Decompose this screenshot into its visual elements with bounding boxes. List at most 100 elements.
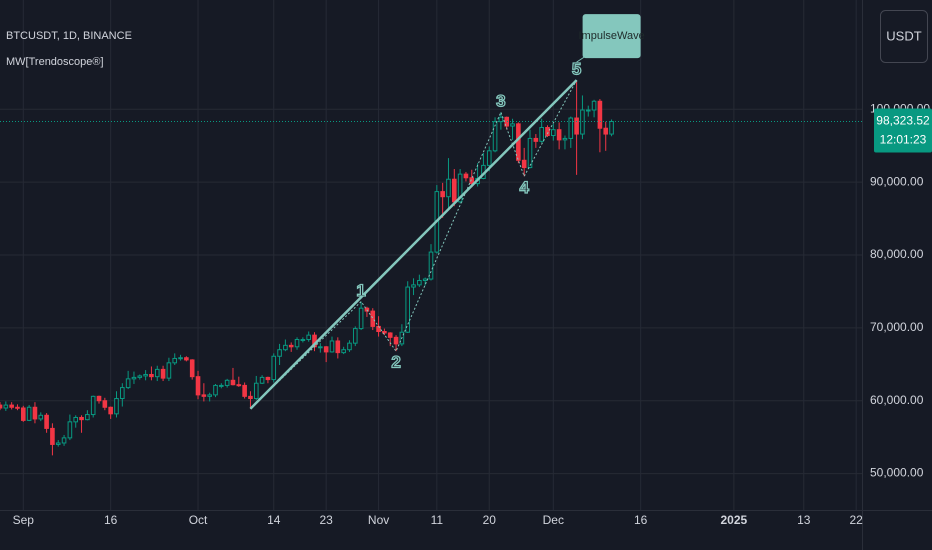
candle-body (428, 251, 434, 280)
wave-zigzag (250, 79, 578, 410)
x-tick-label: 22 (849, 513, 863, 527)
wave-label: 1 (356, 281, 365, 300)
x-tick-label: 13 (797, 513, 811, 527)
candle-body (597, 100, 603, 129)
x-tick-label: 2025 (721, 513, 748, 527)
candle-body (585, 109, 591, 112)
candle-body (486, 150, 492, 166)
wave-callout-box (582, 14, 641, 59)
x-tick-label: 23 (319, 513, 333, 527)
candle-body (382, 331, 387, 334)
candle-body (213, 384, 218, 396)
candle-body (446, 178, 451, 198)
candle-body (137, 375, 143, 378)
x-tick-label: 14 (267, 513, 281, 527)
candle-body (195, 376, 201, 396)
candle-body (172, 357, 178, 364)
y-tick-label: 60,000.00 (870, 393, 924, 407)
candle-body (393, 336, 399, 345)
candle-body (294, 339, 300, 348)
candle-body (457, 173, 463, 203)
candle-body (96, 395, 102, 402)
candle-body (422, 278, 428, 281)
candle-body (556, 129, 562, 141)
x-tick-label: Nov (368, 513, 389, 527)
candle-body (50, 427, 55, 445)
candle-body (154, 368, 160, 378)
candle-body (85, 414, 90, 421)
candle-body (352, 328, 358, 344)
candle-body (283, 344, 288, 351)
y-tick-label: 70,000.00 (870, 320, 924, 334)
candle-body (224, 379, 230, 386)
candle-body (469, 177, 475, 185)
x-tick-label: 11 (431, 513, 444, 527)
candle-body (20, 407, 26, 421)
currency-button[interactable] (880, 10, 928, 63)
candle-body (277, 349, 282, 357)
candle-body (568, 117, 574, 139)
candle-body (38, 414, 44, 420)
wave-callout-label: ImpulseWave (578, 30, 644, 42)
candle-body (259, 376, 265, 384)
candle-body (178, 357, 183, 360)
candle-body (0, 404, 3, 409)
candle-body (463, 173, 469, 179)
symbol-title: BTCUSDT, 1D, BINANCE (6, 30, 132, 42)
candle-body (242, 384, 247, 397)
candle-body (79, 416, 84, 421)
grid-layer (0, 0, 862, 510)
candle-body (347, 342, 352, 351)
x-tick-label: 16 (634, 513, 648, 527)
candle-body (574, 117, 579, 135)
candle-body (603, 127, 609, 135)
candle-body (9, 404, 14, 408)
candle-body (417, 280, 422, 286)
candle-body (533, 137, 539, 142)
candle-body (335, 340, 341, 354)
x-tick-label: Sep (13, 513, 35, 527)
candle-body (120, 387, 125, 400)
candle-body (253, 382, 259, 400)
candle-body (562, 137, 568, 141)
candle-body (248, 395, 253, 400)
last-price-box (874, 108, 932, 153)
mark-layer (0, 80, 614, 456)
candle-body (521, 159, 527, 169)
x-tick-label: 20 (483, 513, 497, 527)
countdown-label: 12:01:23 (880, 133, 927, 147)
candle-body (149, 373, 154, 378)
candle-body (440, 191, 445, 198)
candle-body (219, 384, 224, 387)
y-tick-label: 50,000.00 (870, 466, 924, 480)
candle-body (189, 359, 195, 378)
candle-body (61, 437, 67, 444)
x-tick-label: 16 (104, 513, 118, 527)
last-price-label: 98,323.52 (876, 114, 930, 128)
candle-body (271, 355, 277, 381)
candle-body (3, 404, 9, 409)
candle-body (265, 376, 271, 381)
wave-baseline (249, 79, 578, 410)
candle-body (387, 332, 393, 338)
candle-body (527, 137, 533, 169)
candle-body (545, 127, 550, 137)
candle-body (131, 376, 137, 380)
candle-body (318, 346, 323, 349)
currency-label[interactable]: USDT (886, 28, 921, 43)
candle-body (300, 339, 306, 342)
candle-body (580, 109, 585, 135)
candle-body (306, 334, 311, 341)
candle-body (55, 442, 61, 445)
wave-label: 4 (519, 178, 529, 197)
candle-body (108, 406, 113, 415)
candle-body (370, 310, 376, 327)
candle-body (143, 373, 148, 377)
candle-body (201, 394, 207, 397)
wave-label: 2 (391, 353, 400, 372)
candle-body (73, 416, 79, 423)
candle-body (341, 349, 346, 354)
candle-body (539, 127, 544, 142)
candle-body (323, 346, 329, 353)
